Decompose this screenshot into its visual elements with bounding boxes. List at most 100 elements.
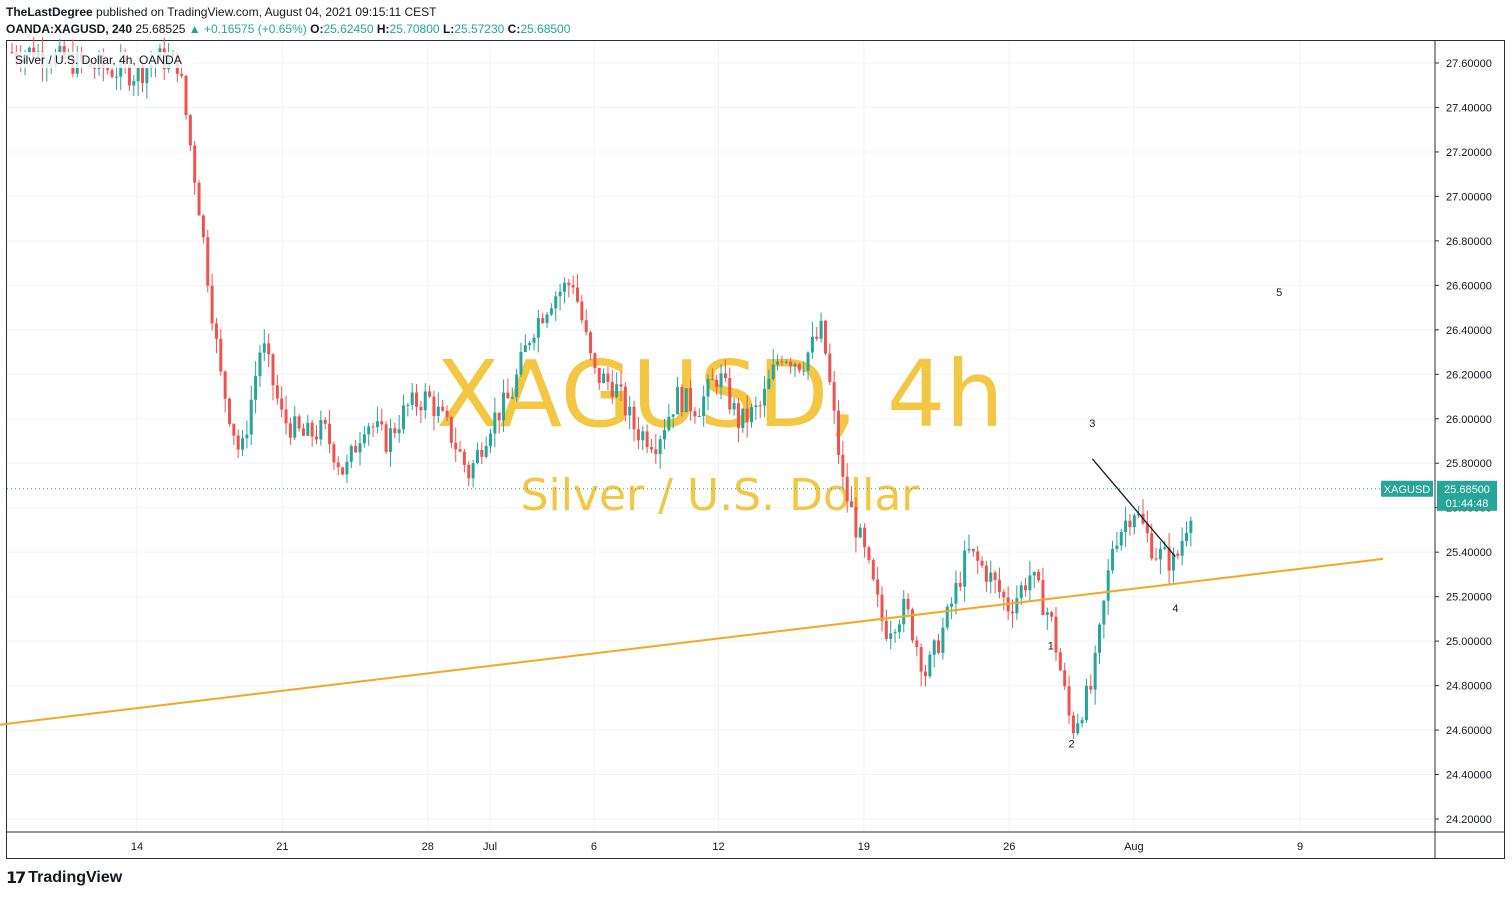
open-label: O: bbox=[310, 22, 324, 36]
candle-body bbox=[1180, 541, 1184, 556]
candle-body bbox=[127, 65, 131, 86]
candle-body bbox=[419, 406, 423, 411]
y-tick-label: 26.00000 bbox=[1446, 414, 1492, 426]
candle-body bbox=[558, 291, 562, 297]
candle-body bbox=[467, 464, 471, 479]
candle-body bbox=[1185, 533, 1188, 542]
candle-body bbox=[958, 582, 962, 587]
candle-body bbox=[736, 403, 740, 428]
x-tick-label: 12 bbox=[712, 841, 724, 853]
x-tick-label: 19 bbox=[858, 841, 870, 853]
chart-frame[interactable] bbox=[6, 40, 1505, 859]
candle-body bbox=[628, 406, 632, 416]
candle-body bbox=[967, 548, 971, 551]
candle-body bbox=[802, 370, 806, 372]
y-tick-label: 24.40000 bbox=[1446, 770, 1492, 782]
candle-body bbox=[1154, 558, 1158, 560]
y-tick-label: 27.40000 bbox=[1446, 102, 1492, 114]
candle-body bbox=[1037, 571, 1041, 581]
y-tick-label: 24.20000 bbox=[1446, 814, 1492, 826]
candle-body bbox=[619, 384, 623, 387]
candle-body bbox=[884, 620, 888, 639]
candle-body bbox=[436, 406, 440, 417]
candle-body bbox=[27, 47, 31, 55]
candle-body bbox=[823, 320, 827, 354]
up-arrow-icon: ▲ bbox=[188, 22, 201, 36]
candle-body bbox=[1102, 600, 1106, 625]
candle-body bbox=[489, 433, 492, 447]
x-tick-label: 21 bbox=[276, 841, 288, 853]
candle-body bbox=[897, 624, 901, 633]
candle-body bbox=[1111, 548, 1115, 571]
candle-body bbox=[632, 406, 636, 430]
candle-body bbox=[532, 337, 536, 343]
candle-body bbox=[889, 633, 893, 639]
candle-body bbox=[188, 115, 192, 146]
candle-body bbox=[193, 145, 197, 183]
candle-body bbox=[567, 282, 571, 286]
candle-body bbox=[932, 640, 936, 655]
low-value: 25.57230 bbox=[454, 22, 505, 36]
candle-body bbox=[345, 461, 349, 475]
candle-body bbox=[1054, 616, 1058, 653]
candle-body bbox=[728, 378, 732, 410]
candle-body bbox=[528, 342, 532, 346]
candle-body bbox=[236, 435, 240, 450]
author-name[interactable]: TheLastDegree bbox=[6, 5, 93, 19]
candle-body bbox=[654, 449, 658, 455]
candle-body bbox=[445, 410, 449, 418]
candle-body bbox=[402, 405, 405, 430]
x-tick-label: 6 bbox=[591, 841, 597, 853]
x-tick-label: 9 bbox=[1297, 841, 1303, 853]
candle-body bbox=[850, 501, 854, 508]
candle-body bbox=[950, 603, 954, 607]
price-change: +0.16575 (+0.65%) bbox=[204, 22, 307, 36]
candle-body bbox=[767, 378, 771, 389]
candle-body bbox=[358, 443, 362, 453]
candle-body bbox=[1084, 685, 1088, 721]
candle-body bbox=[114, 76, 118, 78]
candle-body bbox=[280, 398, 284, 410]
tradingview-logo[interactable]: 𝟭𝟳 TradingView bbox=[6, 868, 122, 888]
candle-body bbox=[750, 407, 753, 423]
candle-body bbox=[449, 417, 453, 443]
candle-body bbox=[1124, 520, 1128, 532]
candle-body bbox=[271, 354, 275, 386]
candle-body bbox=[1024, 585, 1028, 591]
wave-label-5: 5 bbox=[1276, 287, 1282, 299]
candle-body bbox=[984, 565, 988, 582]
candle-body bbox=[536, 318, 540, 338]
candle-body bbox=[462, 451, 466, 465]
candle-body bbox=[1119, 531, 1123, 546]
candle-body bbox=[867, 547, 871, 561]
candle-body bbox=[910, 609, 914, 641]
candle-body bbox=[315, 436, 318, 440]
wave-label-4: 4 bbox=[1172, 603, 1178, 615]
high-value: 25.70800 bbox=[389, 22, 440, 36]
candle-body bbox=[641, 431, 645, 441]
symbol-label: OANDA:XAGUSD, 240 bbox=[6, 22, 133, 36]
candle-body bbox=[384, 424, 388, 452]
x-tick-label: 28 bbox=[422, 841, 434, 853]
candle-body bbox=[1106, 570, 1110, 601]
candle-body bbox=[589, 332, 593, 354]
candle-body bbox=[571, 285, 575, 288]
candle-body bbox=[906, 598, 910, 610]
candle-body bbox=[93, 67, 97, 69]
candle-body bbox=[523, 345, 527, 353]
candle-body bbox=[1071, 715, 1075, 734]
published-text: published on TradingView.com, August 04,… bbox=[96, 5, 437, 19]
candle-body bbox=[615, 384, 619, 398]
candle-body bbox=[732, 403, 736, 410]
candle-body bbox=[871, 560, 875, 580]
candle-body bbox=[319, 419, 323, 440]
high-label: H: bbox=[376, 22, 390, 36]
candle-body bbox=[1089, 685, 1093, 690]
candle-body bbox=[410, 392, 414, 405]
candle-body bbox=[671, 414, 675, 417]
publish-info: TheLastDegree published on TradingView.c… bbox=[6, 5, 437, 19]
candle-body bbox=[741, 408, 745, 428]
watermark-subtitle: Silver / U.S. Dollar bbox=[521, 470, 921, 521]
candle-body bbox=[506, 392, 510, 399]
